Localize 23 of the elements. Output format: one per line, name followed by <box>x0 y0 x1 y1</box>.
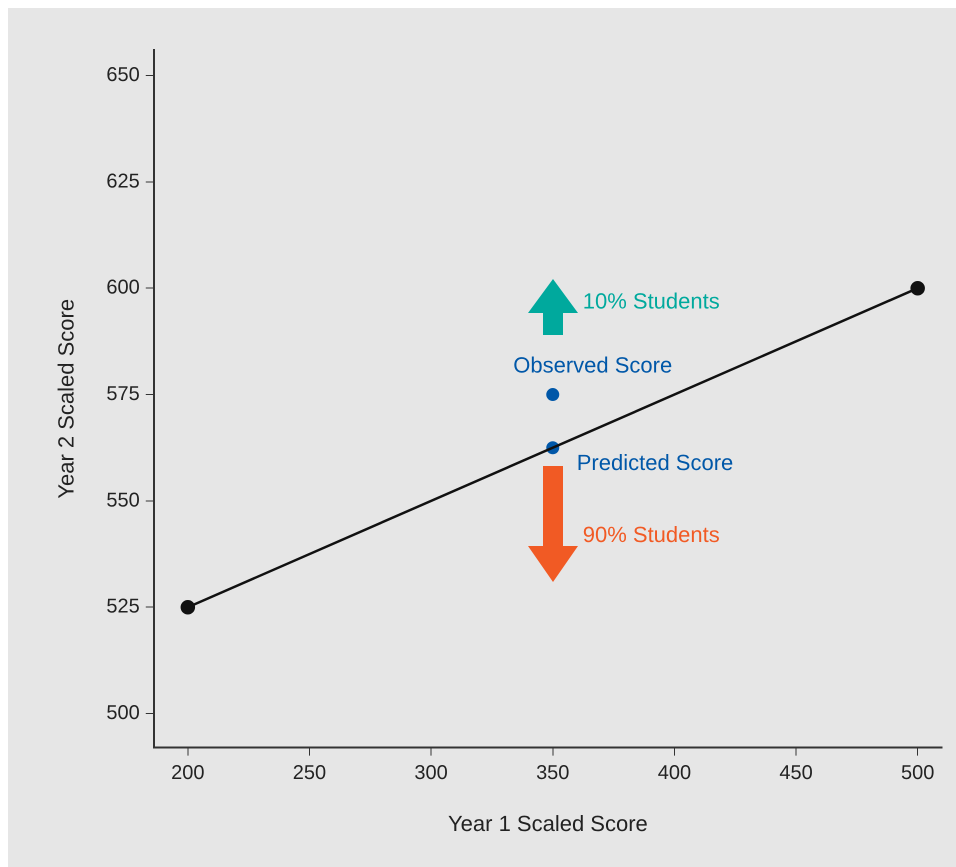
y-axis-title: Year 2 Scaled Score <box>53 298 78 499</box>
x-tick-label: 250 <box>292 762 326 784</box>
x-tick-label: 200 <box>171 762 205 784</box>
y-tick-label: 525 <box>106 596 140 618</box>
y-tick-label: 650 <box>106 64 140 86</box>
point <box>180 600 196 614</box>
point <box>910 280 925 296</box>
x-tick-label: 350 <box>536 762 570 784</box>
x-tick-label: 500 <box>900 762 934 784</box>
annotation: 90% Students <box>582 522 720 547</box>
y-tick-label: 550 <box>106 489 140 512</box>
point <box>546 388 560 402</box>
annotation: 10% Students <box>582 288 720 314</box>
annotation: Predicted Score <box>576 450 734 475</box>
x-tick-label: 400 <box>658 762 692 784</box>
x-tick-label: 450 <box>779 762 813 784</box>
y-tick-label: 600 <box>106 276 140 299</box>
annotation: Observed Score <box>513 352 672 378</box>
y-tick-label: 500 <box>106 702 140 724</box>
x-tick-label: 300 <box>414 762 448 784</box>
x-axis-title: Year 1 Scaled Score <box>448 810 648 836</box>
y-tick-label: 625 <box>106 170 140 192</box>
y-tick-label: 575 <box>106 383 140 406</box>
